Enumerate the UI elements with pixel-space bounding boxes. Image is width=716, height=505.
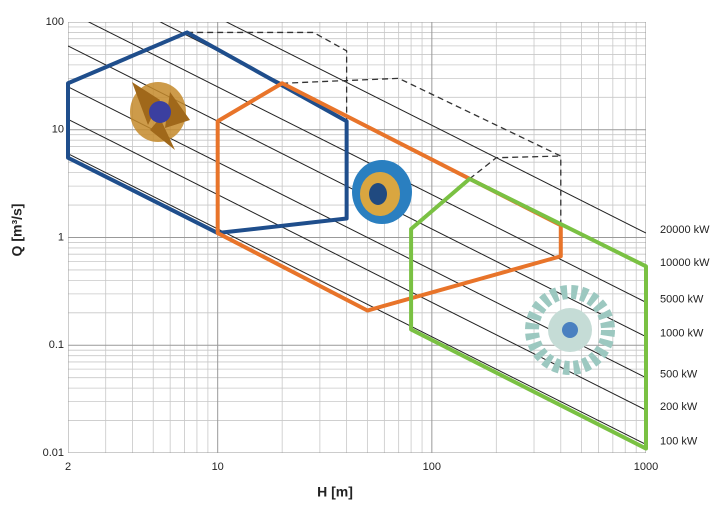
x-tick-label: 100 xyxy=(423,461,441,473)
x-tick-label: 10 xyxy=(212,461,224,473)
power-label: 20000 kW xyxy=(660,224,710,236)
y-tick-label: 100 xyxy=(46,16,64,28)
francis-runner-icon xyxy=(352,160,412,224)
x-axis-title: H [m] xyxy=(317,484,353,500)
y-tick-label: 0.01 xyxy=(43,447,64,459)
power-label: 5000 kW xyxy=(660,293,704,305)
power-label: 1000 kW xyxy=(660,328,704,340)
y-tick-label: 1 xyxy=(58,231,64,243)
power-label: 500 kW xyxy=(660,369,698,381)
power-label: 100 kW xyxy=(660,435,698,447)
power-label: 200 kW xyxy=(660,401,698,413)
power-line xyxy=(68,12,646,303)
x-tick-label: 1000 xyxy=(634,461,658,473)
power-lines: 20000 kW 10000 kW 5000 kW 1000 kW 500 kW 200 … xyxy=(68,0,710,447)
x-tick-label: 2 xyxy=(65,461,71,473)
chart: H [m] Q [m³/s] 20000 kW10000 kW5000 kW10… xyxy=(0,0,716,505)
y-tick-label: 0.1 xyxy=(49,339,64,351)
region xyxy=(68,32,347,233)
power-label: 10000 kW xyxy=(660,257,710,269)
y-axis-title: Q [m³/s] xyxy=(9,204,25,257)
page: H [m] Q [m³/s] 20000 kW10000 kW5000 kW10… xyxy=(0,0,716,505)
pelton-runner-icon xyxy=(532,292,608,368)
y-tick-label: 10 xyxy=(52,124,64,136)
